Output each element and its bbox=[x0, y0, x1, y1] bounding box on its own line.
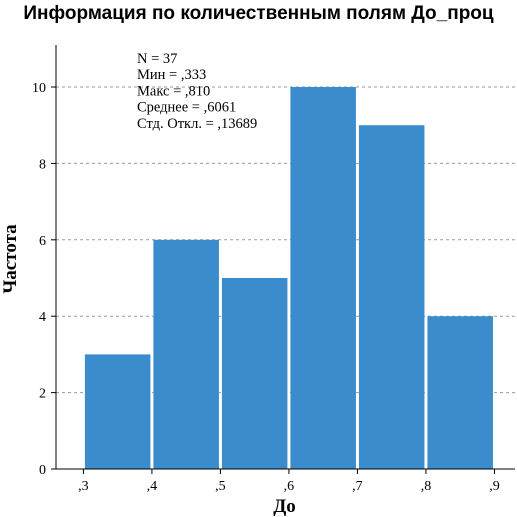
y-axis-title: Частота bbox=[0, 224, 21, 294]
histogram-bar bbox=[290, 87, 356, 470]
x-tick-label: ,3 bbox=[78, 479, 89, 494]
x-axis-ticks: ,3 ,4 ,5 ,6 ,7 ,8 ,9 bbox=[78, 469, 500, 494]
statistics-line: Среднее = ,6061 bbox=[137, 100, 236, 116]
y-tick-label: 4 bbox=[39, 310, 46, 325]
x-tick-label: ,9 bbox=[489, 479, 500, 494]
histogram-bar bbox=[427, 316, 493, 469]
statistics-line: Мин = ,333 bbox=[137, 67, 206, 83]
y-tick-label: 8 bbox=[39, 157, 46, 172]
statistics-line: N = 37 bbox=[137, 51, 177, 67]
y-tick-label: 0 bbox=[39, 463, 46, 478]
x-tick-label: ,4 bbox=[147, 479, 158, 494]
statistics-line: Стд. Откл. = ,13689 bbox=[137, 116, 257, 132]
x-tick-label: ,5 bbox=[215, 479, 226, 494]
y-tick-label: 10 bbox=[32, 81, 46, 96]
histogram-bar bbox=[153, 239, 219, 469]
x-tick-label: ,8 bbox=[421, 479, 432, 494]
statistics-line: Макс = ,810 bbox=[137, 83, 210, 99]
x-tick-label: ,7 bbox=[352, 479, 363, 494]
x-axis-title: До bbox=[273, 496, 296, 517]
y-tick-label: 2 bbox=[39, 387, 46, 402]
histogram-bar bbox=[358, 125, 425, 469]
histogram-bar bbox=[84, 354, 151, 469]
x-tick-label: ,6 bbox=[284, 479, 295, 494]
y-tick-label: 6 bbox=[39, 234, 46, 249]
histogram-bars bbox=[84, 87, 493, 470]
histogram-bar bbox=[221, 278, 288, 469]
chart-title: Информация по количественным полям До_пр… bbox=[23, 3, 494, 24]
y-axis-ticks: 0 2 4 6 8 10 bbox=[32, 81, 56, 478]
chart-axes bbox=[55, 45, 515, 470]
